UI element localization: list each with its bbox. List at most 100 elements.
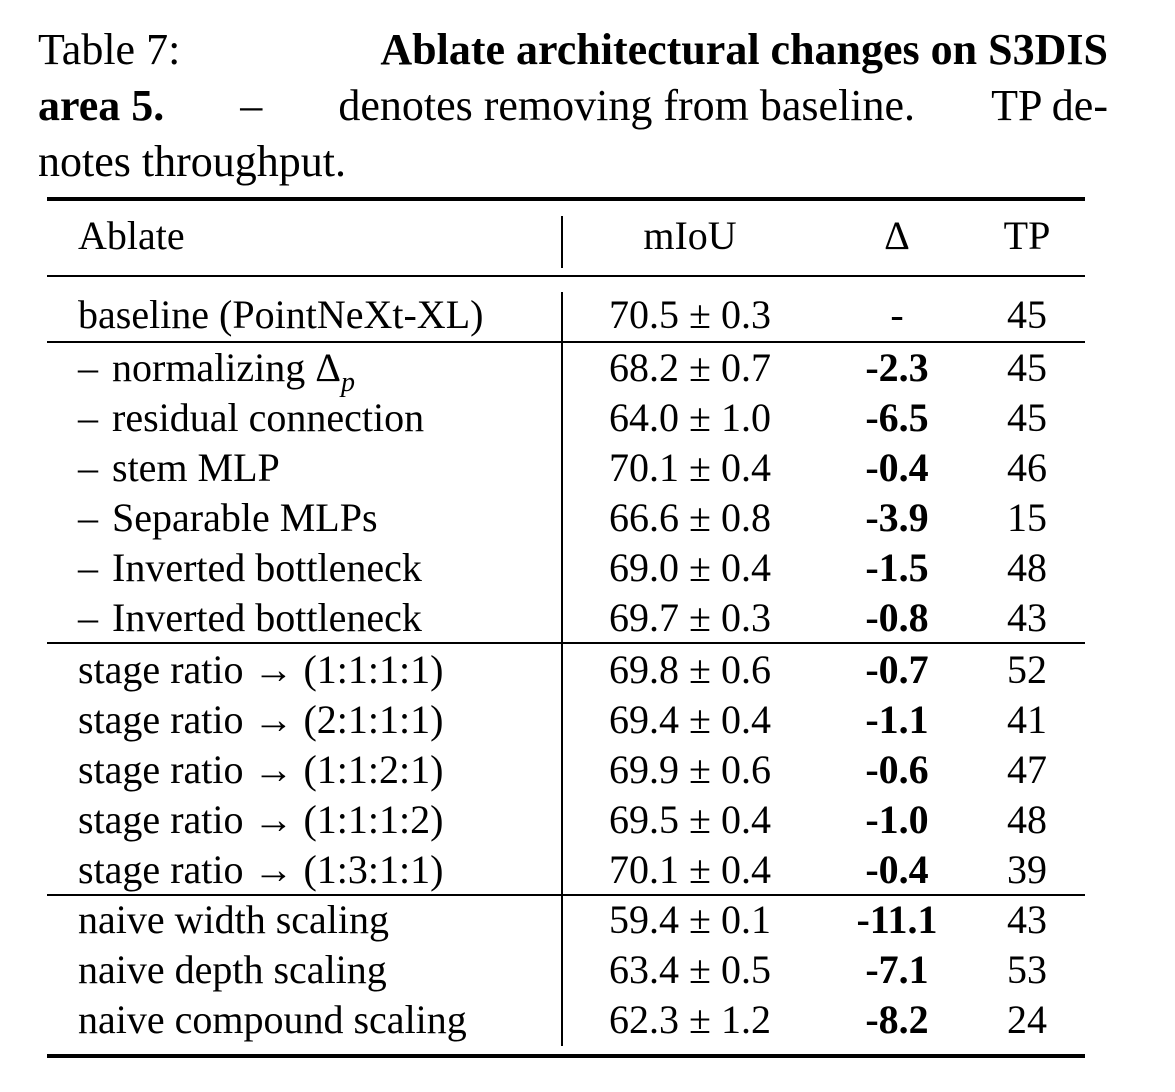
cell-ablate: naive width scaling bbox=[78, 895, 389, 945]
column-separator bbox=[561, 644, 563, 896]
ablate-label: naive compound scaling bbox=[78, 997, 467, 1042]
ablate-label: stage ratio → (1:1:1:1) bbox=[78, 647, 444, 692]
cell-delta: -7.1 bbox=[865, 947, 929, 992]
ablate-label: baseline (PointNeXt-XL) bbox=[78, 292, 484, 337]
cell-miou: 69.4 ± 0.4 bbox=[609, 697, 771, 742]
cell-delta: -0.4 bbox=[865, 445, 929, 490]
ablate-label: residual connection bbox=[112, 395, 425, 440]
cell-tp: 41 bbox=[1007, 697, 1047, 742]
ablate-label: naive width scaling bbox=[78, 897, 390, 942]
remove-dash: – bbox=[78, 445, 98, 490]
cell-delta: -0.4 bbox=[865, 847, 929, 892]
table-top-rule bbox=[47, 197, 1085, 201]
table-caption: Table 7: Ablate architectural changes on… bbox=[38, 22, 1108, 190]
remove-dash: – bbox=[78, 395, 98, 440]
cell-ablate: naive depth scaling bbox=[78, 945, 387, 995]
cell-miou: 69.0 ± 0.4 bbox=[609, 545, 771, 590]
caption-title-part-2: area 5. bbox=[38, 81, 165, 130]
ablate-subscript: p bbox=[341, 367, 356, 398]
header-miou: mIoU bbox=[643, 213, 737, 258]
caption-line-2: area 5. – denotes removing from baseline… bbox=[38, 78, 1108, 134]
cell-delta: -11.1 bbox=[856, 897, 938, 942]
cell-tp: 45 bbox=[1007, 345, 1047, 390]
cell-tp: 53 bbox=[1007, 947, 1047, 992]
cell-tp: 24 bbox=[1007, 997, 1047, 1042]
caption-line-3: notes throughput. bbox=[38, 137, 346, 186]
cell-tp: 15 bbox=[1007, 495, 1047, 540]
cell-ablate: – stem MLP bbox=[78, 443, 280, 493]
cell-ablate: stage ratio → (1:1:1:2) bbox=[78, 795, 443, 845]
ablate-label: naive depth scaling bbox=[78, 947, 387, 992]
cell-ablate: stage ratio → (2:1:1:1) bbox=[78, 695, 443, 745]
cell-ablate: naive compound scaling bbox=[78, 995, 467, 1045]
cell-tp: 45 bbox=[1007, 395, 1047, 440]
remove-dash: – bbox=[78, 345, 98, 390]
remove-dash: – bbox=[78, 545, 98, 590]
ablate-label: stage ratio → (1:3:1:1) bbox=[78, 847, 444, 892]
cell-delta: -6.5 bbox=[865, 395, 929, 440]
group-rule bbox=[47, 642, 1085, 644]
cell-tp: 46 bbox=[1007, 445, 1047, 490]
cell-miou: 59.4 ± 0.1 bbox=[609, 897, 771, 942]
caption-title-part-1: Ablate architectural changes on S3DIS bbox=[380, 25, 1108, 74]
cell-tp: 45 bbox=[1007, 292, 1047, 337]
cell-miou: 69.5 ± 0.4 bbox=[609, 797, 771, 842]
cell-delta: - bbox=[890, 292, 904, 337]
caption-prefix: Table 7: bbox=[38, 25, 181, 74]
cell-delta: -8.2 bbox=[865, 997, 929, 1042]
caption-line-1: Table 7: Ablate architectural changes on… bbox=[38, 22, 1108, 78]
ablate-label: Inverted bottleneck bbox=[112, 545, 422, 590]
cell-delta: -3.9 bbox=[865, 495, 929, 540]
cell-delta: -0.8 bbox=[865, 595, 929, 640]
caption-text-part-1: denotes removing from baseline. bbox=[338, 81, 916, 130]
cell-ablate: – Inverted bottleneck bbox=[78, 593, 422, 643]
header-rule bbox=[47, 275, 1085, 277]
ablate-label: Inverted bottleneck bbox=[112, 595, 422, 640]
cell-delta: -1.0 bbox=[865, 797, 929, 842]
cell-ablate: – normalizing Δp bbox=[78, 343, 355, 398]
cell-delta: -2.3 bbox=[865, 345, 929, 390]
column-separator bbox=[561, 894, 563, 1046]
column-separator bbox=[561, 292, 563, 342]
cell-miou: 64.0 ± 1.0 bbox=[609, 395, 771, 440]
cell-tp: 39 bbox=[1007, 847, 1047, 892]
ablate-label: stage ratio → (1:1:1:2) bbox=[78, 797, 444, 842]
ablate-label: stage ratio → (1:1:2:1) bbox=[78, 747, 444, 792]
table-bottom-rule bbox=[47, 1054, 1085, 1058]
caption-text-part-2: TP de- bbox=[991, 81, 1108, 130]
cell-miou: 63.4 ± 0.5 bbox=[609, 947, 771, 992]
cell-ablate: baseline (PointNeXt-XL) bbox=[78, 290, 483, 340]
cell-ablate: – residual connection bbox=[78, 393, 424, 443]
ablate-label: Separable MLPs bbox=[112, 495, 378, 540]
cell-ablate: – Inverted bottleneck bbox=[78, 543, 422, 593]
cell-ablate: stage ratio → (1:1:2:1) bbox=[78, 745, 443, 795]
cell-delta: -0.6 bbox=[865, 747, 929, 792]
cell-tp: 48 bbox=[1007, 545, 1047, 590]
ablate-label: normalizing Δ bbox=[112, 345, 342, 390]
caption-dash: – bbox=[240, 81, 263, 130]
ablate-label: stem MLP bbox=[112, 445, 280, 490]
cell-miou: 68.2 ± 0.7 bbox=[609, 345, 771, 390]
cell-tp: 47 bbox=[1007, 747, 1047, 792]
ablate-label: stage ratio → (2:1:1:1) bbox=[78, 697, 444, 742]
group-rule bbox=[47, 894, 1085, 896]
remove-dash: – bbox=[78, 495, 98, 540]
cell-tp: 43 bbox=[1007, 595, 1047, 640]
header-tp: TP bbox=[1003, 213, 1051, 258]
cell-delta: -0.7 bbox=[865, 647, 929, 692]
cell-miou: 69.8 ± 0.6 bbox=[609, 647, 771, 692]
remove-dash: – bbox=[78, 595, 98, 640]
header-ablate: Ablate bbox=[78, 213, 185, 258]
cell-miou: 70.5 ± 0.3 bbox=[609, 292, 771, 337]
cell-tp: 52 bbox=[1007, 647, 1047, 692]
cell-ablate: stage ratio → (1:3:1:1) bbox=[78, 845, 443, 895]
cell-delta: -1.5 bbox=[865, 545, 929, 590]
cell-delta: -1.1 bbox=[865, 697, 929, 742]
cell-miou: 70.1 ± 0.4 bbox=[609, 445, 771, 490]
cell-miou: 62.3 ± 1.2 bbox=[609, 997, 771, 1042]
cell-ablate: stage ratio → (1:1:1:1) bbox=[78, 645, 443, 695]
column-separator bbox=[561, 342, 563, 644]
cell-miou: 69.9 ± 0.6 bbox=[609, 747, 771, 792]
cell-tp: 43 bbox=[1007, 897, 1047, 942]
cell-ablate: – Separable MLPs bbox=[78, 493, 378, 543]
